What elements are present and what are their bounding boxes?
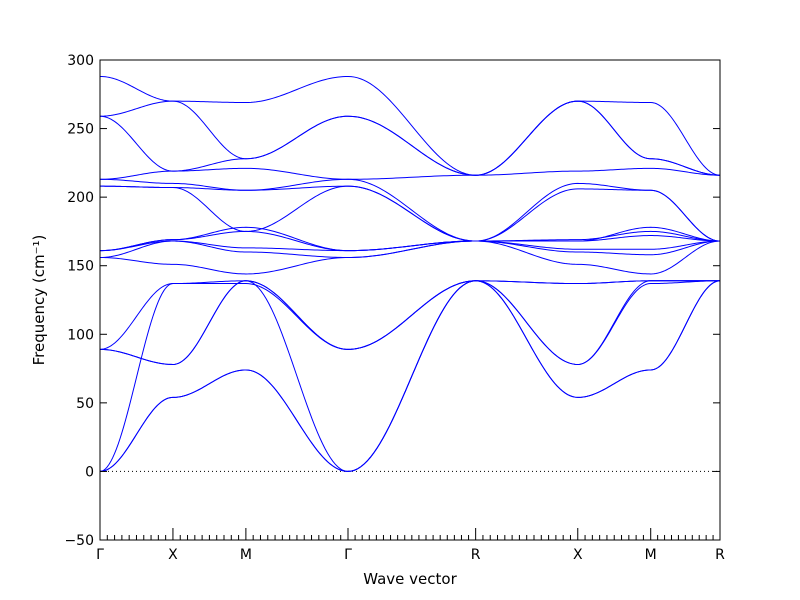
x-tick-label: R: [715, 547, 725, 563]
y-tick-label: 200: [67, 190, 94, 206]
plot-area: [99, 75, 721, 472]
x-tick-label: Γ: [344, 547, 352, 563]
x-tick-label: Γ: [96, 547, 104, 563]
y-tick-label: 50: [76, 396, 94, 412]
phonon-branch-17: [99, 100, 721, 176]
phonon-branch-11: [99, 226, 721, 252]
x-axis-title: Wave vector: [363, 570, 457, 588]
x-tick-label: X: [573, 547, 583, 563]
x-tick-label: M: [645, 547, 657, 563]
y-tick-label: 100: [67, 327, 94, 343]
phonon-branch-18: [99, 75, 721, 176]
phonon-branch-15: [99, 167, 721, 180]
axis-ticks: [99, 59, 721, 541]
y-tick-label: 250: [67, 122, 94, 138]
plot-frame: [99, 59, 721, 541]
x-tick-label: X: [168, 547, 178, 563]
y-tick-label: 0: [85, 464, 94, 480]
y-tick-label: 150: [67, 259, 94, 275]
axis-tick-labels: −50 0 50 100 150 200 250 300 Γ X M Γ R X M R: [64, 53, 725, 563]
y-tick-label: −50: [64, 533, 94, 549]
y-axis-title: Frequency (cm⁻¹): [30, 235, 48, 366]
phonon-branch-14: [99, 178, 721, 242]
phonon-branch-6: [99, 280, 720, 350]
x-tick-label: R: [471, 547, 481, 563]
y-tick-label: 300: [67, 53, 94, 69]
x-tick-label: M: [240, 547, 252, 563]
